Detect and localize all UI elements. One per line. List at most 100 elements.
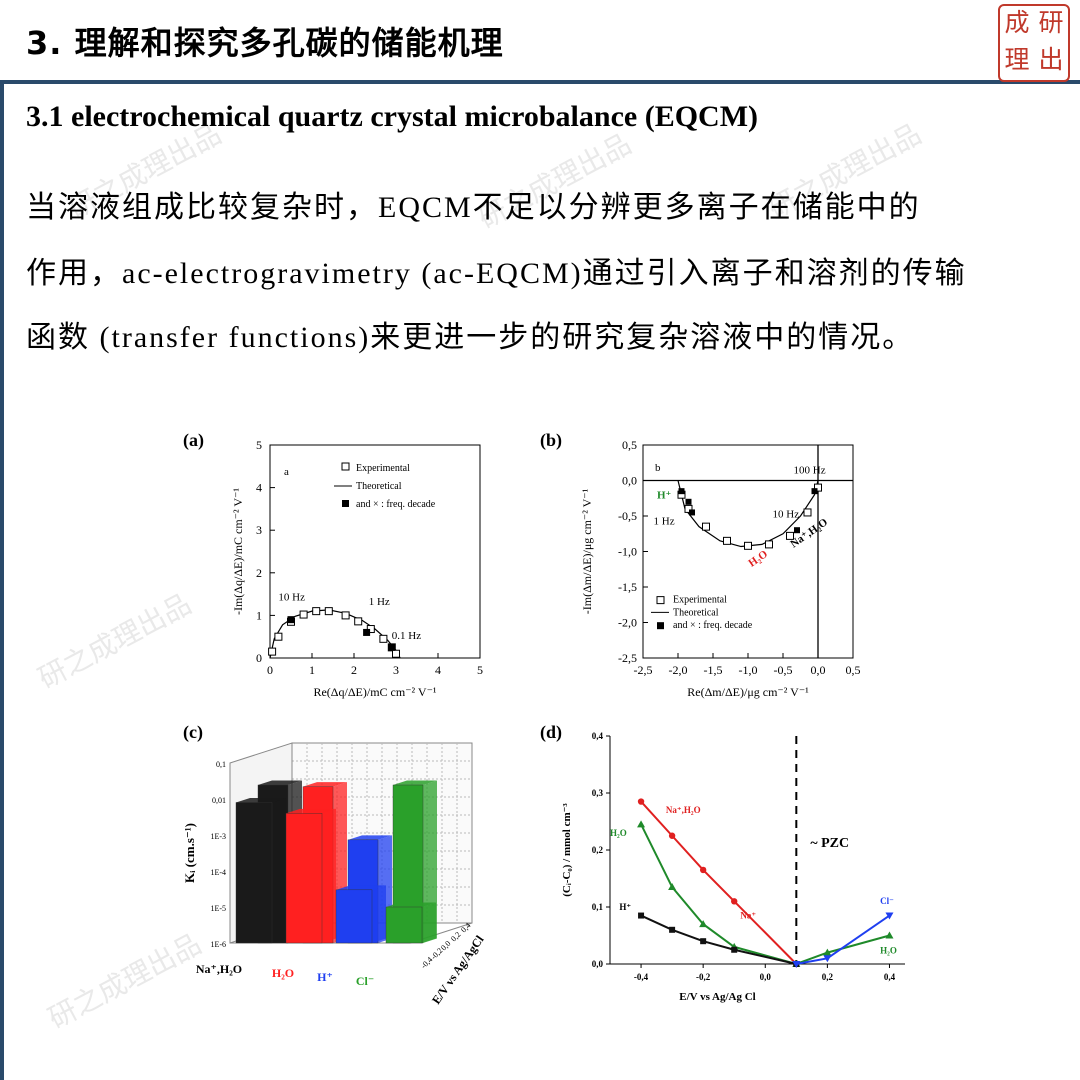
y-tick-label: 0,2 xyxy=(592,845,604,855)
series-line xyxy=(640,823,890,966)
x-tick-label: -0,4 xyxy=(634,972,649,982)
data-point-experimental xyxy=(324,607,333,616)
x-tick-label: 2 xyxy=(351,663,357,677)
bar xyxy=(385,906,423,944)
data-point-experimental xyxy=(803,508,812,517)
y-tick-label: -2,0 xyxy=(618,616,637,630)
y-tick-label: -0,5 xyxy=(618,509,637,523)
data-point xyxy=(823,948,832,956)
x-axis-label: Re(Δq/ΔE)/mC cm⁻² V⁻¹ xyxy=(313,685,436,699)
series-label: H₂O xyxy=(272,966,294,980)
y-tick-label: 2 xyxy=(256,566,262,580)
bar-top xyxy=(258,780,302,785)
depth-tick-label: 0,2 xyxy=(449,930,462,943)
x-tick-label: 0,5 xyxy=(846,663,861,677)
slide-title: 3. 理解和探究多孔碳的储能机理 xyxy=(26,24,504,62)
x-tick-label: 5 xyxy=(477,663,483,677)
bar-top xyxy=(336,885,386,890)
bar xyxy=(235,802,273,944)
y-tick-label: 0,1 xyxy=(592,902,604,912)
data-point xyxy=(700,938,707,945)
y-tick-label: 3 xyxy=(256,523,262,537)
legend-item: and × : freq. decade xyxy=(673,620,753,631)
data-point-freq-decade xyxy=(811,488,818,495)
bar-side xyxy=(322,808,336,943)
inner-panel-label: a xyxy=(284,466,289,478)
data-point-experimental xyxy=(814,483,822,492)
legend-item: Theoretical xyxy=(356,481,402,492)
y-tick-label: 1E-5 xyxy=(210,904,226,913)
y-tick-label: 0 xyxy=(256,651,262,665)
series-label: Na⁺,H₂O xyxy=(196,962,242,976)
series-label: H⁺ xyxy=(619,902,631,912)
data-point-experimental xyxy=(765,540,773,549)
legend-item: Experimental xyxy=(673,595,727,606)
x-tick-label: 0 xyxy=(267,663,273,677)
watermark: 研之成理出品 xyxy=(32,587,197,696)
legend-item: and × : freq. decade xyxy=(356,499,436,510)
data-point xyxy=(885,912,894,920)
seal-char: 研 xyxy=(1038,8,1064,37)
series-label: Cl⁻ xyxy=(880,896,894,906)
bar-side xyxy=(372,885,386,943)
annotation: 1 Hz xyxy=(369,596,390,608)
y-tick-label: 1 xyxy=(256,608,262,622)
series-theoretical xyxy=(269,609,401,659)
data-point-freq-decade xyxy=(388,643,396,651)
chart-panel-c: (c) 0,1 0,01 1E-3 1E-4 1E-5 1E-6 Kᵢ (cm.s⁻¹) Na⁺… xyxy=(182,722,487,1007)
bar-top xyxy=(393,780,437,785)
slide-header: 3. 理解和探究多孔碳的储能机理 xyxy=(0,0,1080,84)
panel-label: (d) xyxy=(540,722,562,743)
pzc-label: ~ PZC xyxy=(810,836,849,851)
x-tick-label: 3 xyxy=(393,663,399,677)
data-point-experimental xyxy=(268,647,277,656)
chart-panel-a: (a) 0 1 2 3 4 5 0 1 2 3 4 5 Re(Δq/ΔE)/mC cm⁻² V⁻¹ -Im(… xyxy=(183,430,483,699)
bar-top xyxy=(303,782,347,787)
x-tick-label: 0,0 xyxy=(760,972,772,982)
data-point xyxy=(638,912,645,919)
data-point-experimental xyxy=(299,610,308,619)
data-point xyxy=(792,961,801,968)
data-point-experimental xyxy=(684,504,693,513)
bar-top xyxy=(386,902,436,907)
y-tick-label: -2,5 xyxy=(618,651,637,665)
paragraph-line: 当溶液组成比较复杂时，EQCM不足以分辨更多离子在储能中的 xyxy=(26,191,921,224)
data-point-freq-decade xyxy=(689,509,695,516)
data-point xyxy=(699,866,707,874)
data-point xyxy=(885,931,894,939)
data-point-experimental xyxy=(354,617,363,626)
seal-char: 出 xyxy=(1038,45,1064,74)
x-axis-label: E/V vs Ag/Ag Cl xyxy=(679,991,756,1003)
bar-top xyxy=(348,835,392,840)
series-label: H₂O xyxy=(610,828,627,838)
y-tick-label: 0,4 xyxy=(592,731,604,741)
data-point-experimental xyxy=(341,611,350,620)
y-tick-label: 5 xyxy=(256,438,262,452)
inner-panel-label: b xyxy=(655,462,661,474)
y-tick-label: -1,0 xyxy=(618,545,637,559)
bar xyxy=(335,889,373,944)
bar xyxy=(285,813,323,944)
legend-item: Theoretical xyxy=(673,607,719,618)
annotation: 10 Hz xyxy=(278,591,305,603)
y-tick-label: 0,01 xyxy=(212,796,226,805)
x-axis-label: Re(Δm/ΔE)/μg cm⁻² V⁻¹ xyxy=(687,685,809,699)
seal-char: 成 xyxy=(1004,8,1030,37)
data-point-freq-decade xyxy=(287,616,295,624)
bar-side xyxy=(272,798,286,943)
y-tick-label: -1,5 xyxy=(618,580,637,594)
paragraph-line: 函数 (transfer functions)来更进一步的研究复杂溶液中的情况。 xyxy=(26,321,915,354)
bar-side xyxy=(423,780,437,943)
data-point-experimental xyxy=(392,649,400,658)
data-point-experimental xyxy=(379,634,388,643)
seal-logo: 成 研 理 出 xyxy=(998,4,1070,82)
x-tick-label: -2,5 xyxy=(634,663,653,677)
species-label: H₂O xyxy=(746,548,770,570)
data-point xyxy=(668,883,677,891)
annotation: 0.1 Hz xyxy=(392,630,421,642)
y-axis-label: Kᵢ (cm.s⁻¹) xyxy=(182,823,197,883)
data-point xyxy=(823,955,832,963)
series-label: Na⁺ xyxy=(740,910,756,920)
y-tick-label: 0,3 xyxy=(592,788,604,798)
data-point xyxy=(637,798,645,805)
